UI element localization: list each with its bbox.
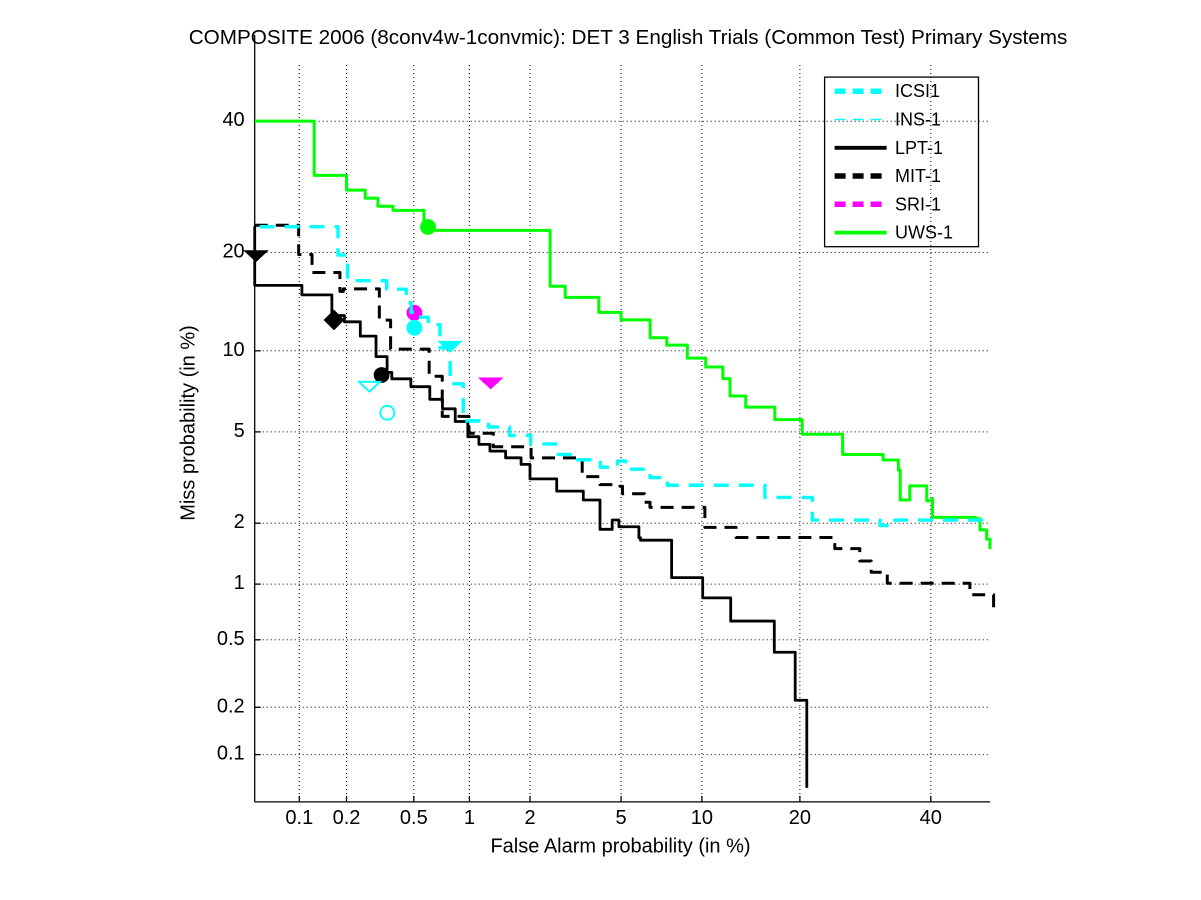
svg-text:5: 5 (234, 420, 245, 442)
svg-text:SRI-1: SRI-1 (895, 194, 941, 214)
svg-text:40: 40 (222, 109, 244, 131)
svg-text:10: 10 (222, 339, 244, 361)
svg-text:INS-1: INS-1 (895, 110, 941, 130)
svg-text:10: 10 (691, 807, 713, 829)
svg-text:0.2: 0.2 (217, 695, 245, 717)
svg-text:0.1: 0.1 (285, 807, 313, 829)
svg-text:0.5: 0.5 (400, 807, 428, 829)
svg-text:UWS-1: UWS-1 (895, 223, 953, 243)
svg-text:0.2: 0.2 (333, 807, 361, 829)
svg-text:20: 20 (789, 807, 811, 829)
svg-text:5: 5 (616, 807, 627, 829)
svg-text:2: 2 (524, 807, 535, 829)
svg-text:1: 1 (234, 572, 245, 594)
svg-text:LPT-1: LPT-1 (895, 138, 943, 158)
svg-text:0.1: 0.1 (217, 743, 245, 765)
svg-text:0.5: 0.5 (217, 628, 245, 650)
svg-text:40: 40 (920, 807, 942, 829)
svg-text:2: 2 (234, 511, 245, 533)
svg-text:20: 20 (222, 241, 244, 263)
svg-text:1: 1 (464, 807, 475, 829)
svg-text:MIT-1: MIT-1 (895, 166, 941, 186)
svg-text:ICSI1: ICSI1 (895, 81, 940, 101)
